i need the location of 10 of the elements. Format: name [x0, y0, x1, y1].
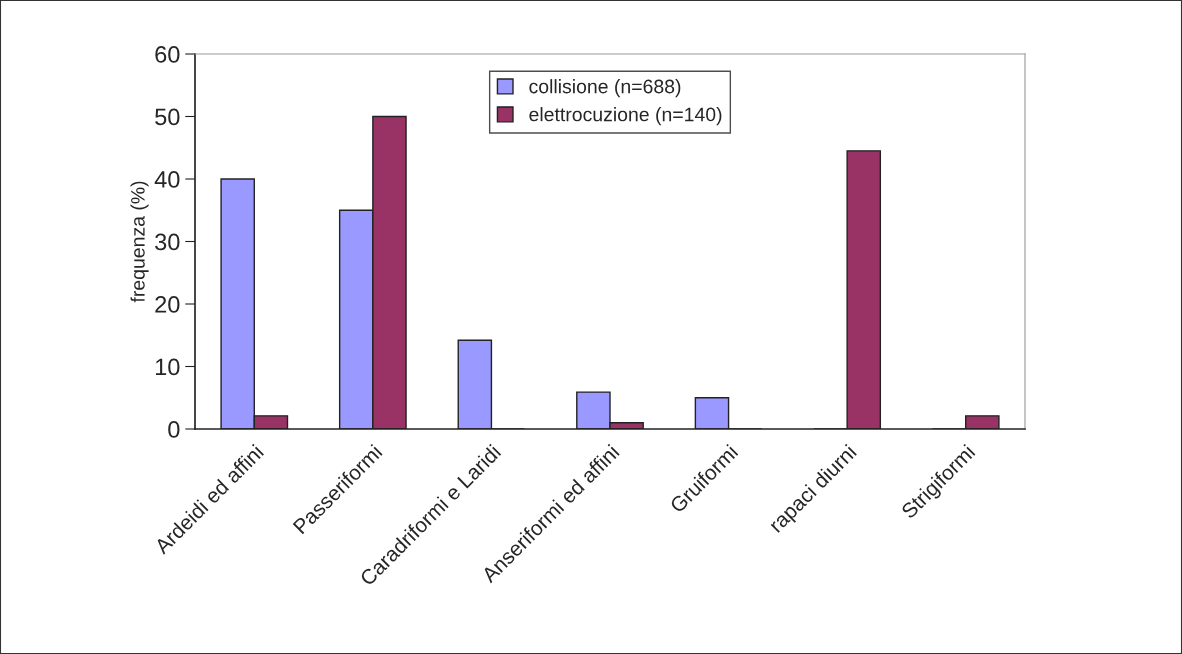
- y-tick-label: 10: [155, 358, 180, 376]
- legend-label: collisione (n=688): [529, 79, 681, 98]
- y-tick-label: 60: [155, 46, 180, 63]
- y-tick-label: 20: [155, 296, 180, 313]
- y-axis-title: frequenza (%): [130, 181, 149, 303]
- y-tick-label: 0: [168, 421, 180, 438]
- y-tick-label: 30: [155, 233, 180, 251]
- y-tick-label: 40: [154, 171, 180, 188]
- y-tick-label: 50: [155, 108, 180, 126]
- legend-label: elettrocuzione (n=140): [529, 107, 722, 126]
